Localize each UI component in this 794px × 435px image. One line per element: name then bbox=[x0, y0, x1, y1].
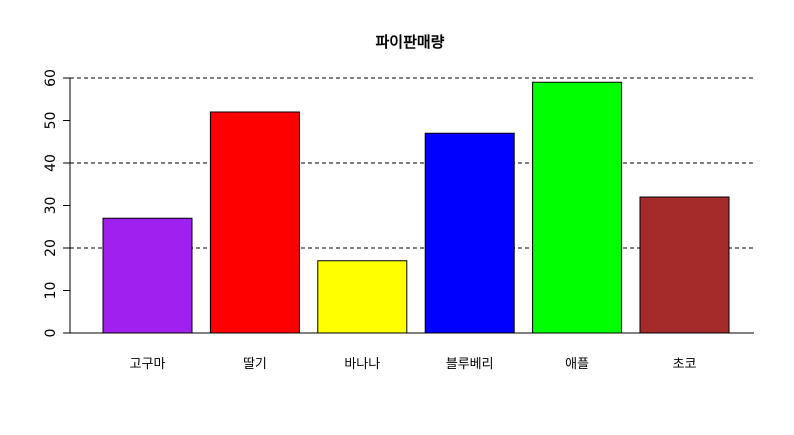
bars bbox=[102, 81, 730, 334]
category-label: 바나나 bbox=[344, 357, 380, 372]
bar bbox=[317, 260, 408, 334]
category-labels: 고구마 딸기 바나나 블루베리 애플 초코 bbox=[130, 357, 697, 372]
category-label: 애플 bbox=[565, 357, 589, 372]
y-tick-label: 50 bbox=[43, 112, 59, 130]
category-label: 고구마 bbox=[130, 357, 166, 372]
bar bbox=[209, 111, 300, 334]
y-tick-label: 10 bbox=[43, 282, 59, 300]
bar bbox=[532, 81, 623, 334]
y-tick-label: 40 bbox=[43, 154, 59, 172]
bar bbox=[424, 132, 515, 334]
chart-title: 파이판매량 bbox=[375, 33, 444, 51]
y-tick-label: 60 bbox=[43, 69, 59, 87]
category-label: 딸기 bbox=[243, 357, 267, 372]
bar bbox=[639, 196, 730, 334]
y-tick-label: 20 bbox=[43, 239, 59, 257]
axes: 0 10 20 30 40 50 60 bbox=[43, 69, 754, 337]
category-label: 초코 bbox=[673, 357, 697, 372]
y-tick-label: 0 bbox=[43, 329, 59, 338]
y-tick-label: 30 bbox=[43, 197, 59, 215]
category-label: 블루베리 bbox=[446, 357, 494, 372]
bar bbox=[102, 217, 193, 334]
